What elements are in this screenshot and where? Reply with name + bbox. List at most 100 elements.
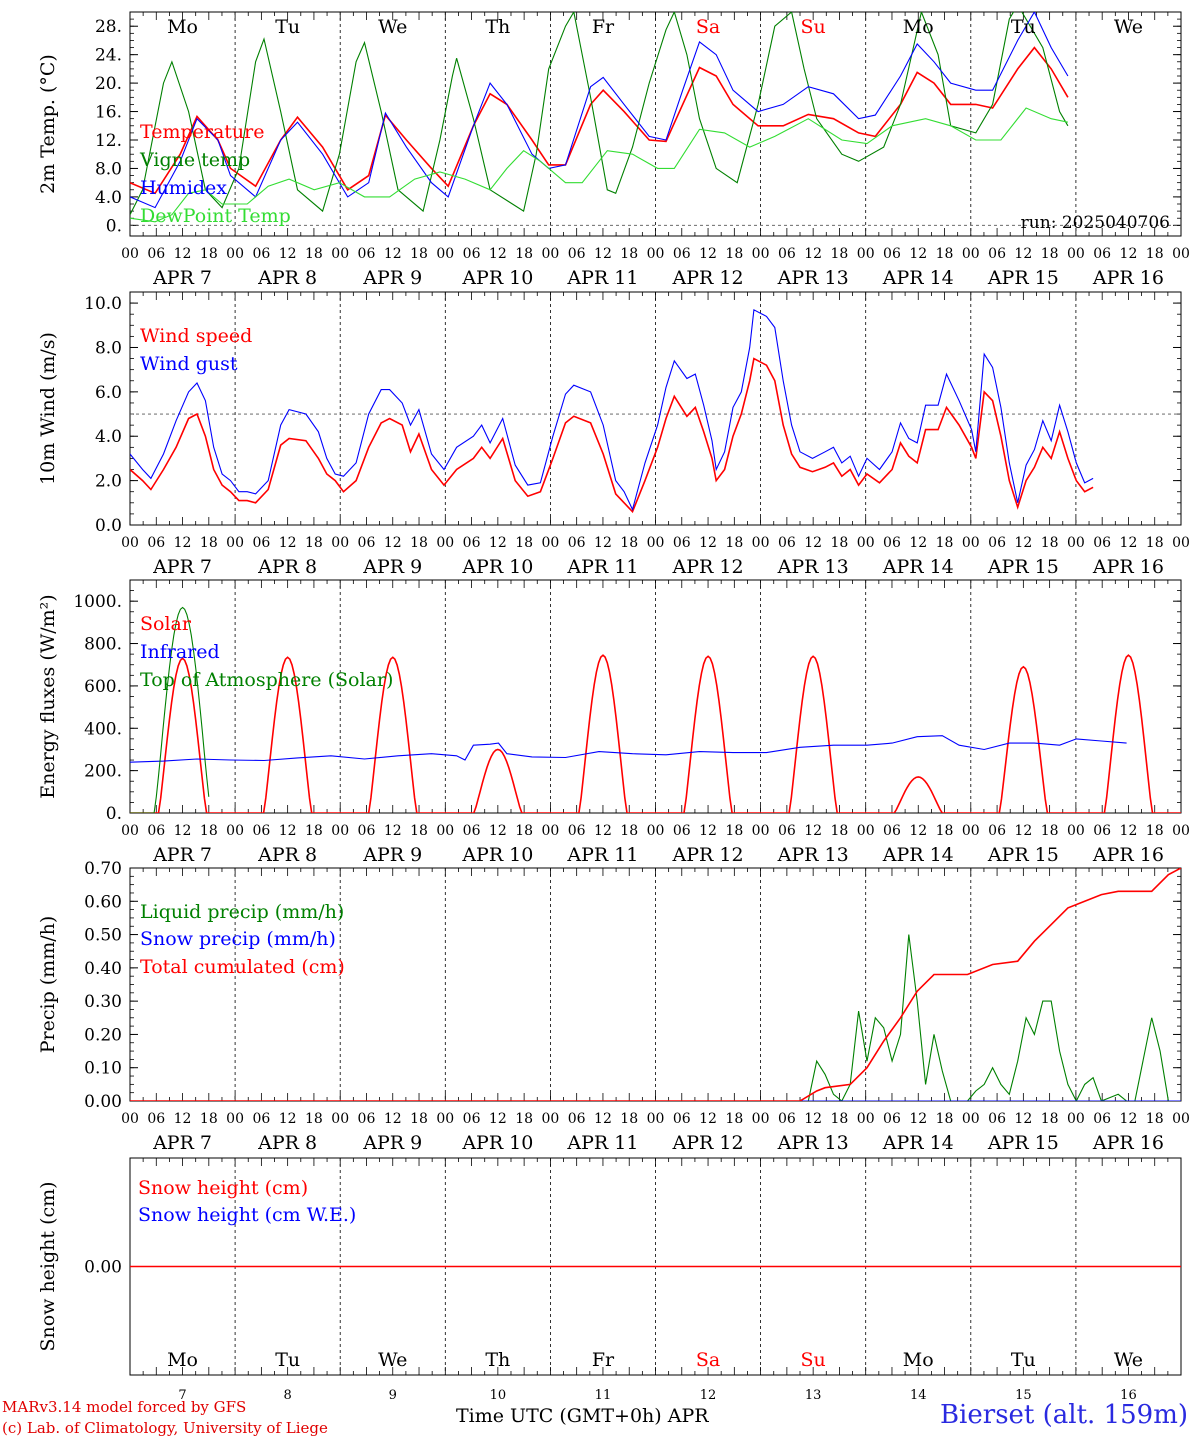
hour-tick-label: 06 bbox=[883, 535, 901, 551]
day-name: Tu bbox=[275, 1349, 300, 1371]
hour-tick-label: 12 bbox=[489, 535, 507, 551]
day-name: Fr bbox=[592, 16, 615, 38]
y-tick-label: 1000. bbox=[73, 592, 122, 612]
y-tick-label: 0.40 bbox=[84, 959, 122, 979]
hour-tick-label: 06 bbox=[673, 823, 691, 839]
hour-tick-label: 12 bbox=[279, 246, 297, 262]
hour-tick-label: 12 bbox=[594, 246, 612, 262]
hour-tick-label: 00 bbox=[1067, 246, 1085, 262]
hour-tick-label: 18 bbox=[305, 823, 323, 839]
hour-tick-label: 18 bbox=[200, 1111, 218, 1127]
y-tick-label: 16. bbox=[95, 103, 122, 123]
hour-tick-label: 18 bbox=[620, 823, 638, 839]
hour-tick-label: 12 bbox=[909, 1111, 927, 1127]
series-total-cumulated-cm- bbox=[130, 868, 1181, 1101]
hour-tick-label: 18 bbox=[1146, 535, 1164, 551]
series-vigne-temp bbox=[130, 12, 1069, 215]
hour-tick-label: 12 bbox=[699, 823, 717, 839]
hour-tick-label: 00 bbox=[121, 1111, 139, 1127]
hour-tick-label: 12 bbox=[699, 535, 717, 551]
panel-snow: 0.00 Snow height (cm) Snow height (cm) Snow… bbox=[37, 1157, 1182, 1403]
hour-tick-label: 12 bbox=[1120, 535, 1138, 551]
hour-tick-label: 06 bbox=[147, 535, 165, 551]
hour-tick-label: 00 bbox=[962, 535, 980, 551]
hour-tick-label: 18 bbox=[936, 246, 954, 262]
panel-wind: 0.0 2.0 4.0 6.0 8.0 10.0 10m Wind (m/s) Wind sp… bbox=[37, 291, 1190, 578]
hour-tick-label: 06 bbox=[568, 1111, 586, 1127]
hour-tick-label: 00 bbox=[226, 1111, 244, 1127]
day-number: 10 bbox=[490, 1388, 507, 1403]
hour-tick-label: 00 bbox=[647, 823, 665, 839]
hour-tick-label: 12 bbox=[279, 1111, 297, 1127]
legend-entry: Humidex bbox=[140, 177, 227, 199]
hour-tick-label: 18 bbox=[200, 246, 218, 262]
y-tick-label: 200. bbox=[84, 762, 122, 782]
hour-tick-label: 18 bbox=[1041, 246, 1059, 262]
date-label: APR 15 bbox=[987, 556, 1059, 578]
hour-tick-label: 06 bbox=[673, 1111, 691, 1127]
date-label: APR 11 bbox=[566, 267, 638, 289]
hour-tick-label: 18 bbox=[620, 246, 638, 262]
hour-tick-label: 12 bbox=[489, 246, 507, 262]
hour-tick-label: 00 bbox=[121, 535, 139, 551]
hour-tick-label: 12 bbox=[804, 246, 822, 262]
hour-tick-label: 06 bbox=[252, 246, 270, 262]
hour-tick-label: 12 bbox=[384, 1111, 402, 1127]
day-name: Mo bbox=[167, 1349, 198, 1371]
hour-tick-label: 18 bbox=[515, 1111, 533, 1127]
date-label: APR 9 bbox=[362, 844, 422, 866]
hour-tick-label: 06 bbox=[988, 1111, 1006, 1127]
hour-tick-label: 12 bbox=[699, 246, 717, 262]
y-axis-label: 2m Temp. (°C) bbox=[37, 54, 59, 194]
hour-tick-label: 12 bbox=[1120, 1111, 1138, 1127]
hour-tick-label: 18 bbox=[725, 246, 743, 262]
hour-tick-label: 00 bbox=[857, 1111, 875, 1127]
hour-tick-label: 18 bbox=[936, 823, 954, 839]
y-tick-label: 24. bbox=[95, 46, 122, 66]
hour-tick-label: 06 bbox=[568, 246, 586, 262]
y-tick-label: 0.00 bbox=[84, 1258, 122, 1278]
panel-energy: 0. 200. 400. 600. 800. 1000. Energy fluxes (W/… bbox=[37, 579, 1190, 866]
hour-tick-label: 06 bbox=[463, 246, 481, 262]
hour-tick-label: 00 bbox=[226, 535, 244, 551]
model-credit: MARv3.14 model forced by GFS bbox=[2, 1398, 247, 1416]
hour-tick-label: 00 bbox=[121, 823, 139, 839]
plot-frame bbox=[129, 11, 1182, 237]
hour-tick-label: 00 bbox=[752, 1111, 770, 1127]
hour-tick-label: 06 bbox=[883, 1111, 901, 1127]
y-tick-label: 800. bbox=[84, 635, 122, 655]
date-label: APR 12 bbox=[672, 267, 744, 289]
hour-tick-label: 18 bbox=[936, 1111, 954, 1127]
day-name: Tu bbox=[1011, 1349, 1036, 1371]
y-tick-label: 4.0 bbox=[95, 427, 122, 447]
date-label: APR 11 bbox=[566, 556, 638, 578]
day-number: 9 bbox=[389, 1388, 397, 1403]
hour-tick-label: 12 bbox=[909, 535, 927, 551]
date-label: APR 15 bbox=[987, 1132, 1059, 1154]
y-tick-label: 2.0 bbox=[95, 472, 122, 492]
hour-tick-label: 12 bbox=[174, 246, 192, 262]
hour-tick-label: 18 bbox=[305, 246, 323, 262]
day-name: We bbox=[1114, 16, 1143, 38]
y-tick-label: 0.70 bbox=[84, 859, 122, 879]
day-number: 14 bbox=[910, 1388, 927, 1403]
hour-tick-label: 18 bbox=[620, 535, 638, 551]
hour-tick-label: 06 bbox=[463, 823, 481, 839]
legend-entry: Wind speed bbox=[140, 325, 252, 347]
hour-tick-label: 18 bbox=[831, 823, 849, 839]
hour-tick-label: 18 bbox=[1041, 1111, 1059, 1127]
hour-tick-label: 06 bbox=[883, 823, 901, 839]
day-name: Su bbox=[801, 1349, 826, 1371]
hour-tick-label: 12 bbox=[1014, 1111, 1032, 1127]
date-label: APR 13 bbox=[777, 267, 849, 289]
hour-tick-label: 00 bbox=[647, 246, 665, 262]
day-name: Mo bbox=[903, 1349, 934, 1371]
day-name: Mo bbox=[167, 16, 198, 38]
hour-tick-label: 00 bbox=[436, 246, 454, 262]
date-label: APR 13 bbox=[777, 844, 849, 866]
hour-tick-label: 12 bbox=[594, 823, 612, 839]
legend-entry: Vigne temp bbox=[139, 149, 250, 171]
date-label: APR 15 bbox=[987, 267, 1059, 289]
day-name: Th bbox=[485, 1349, 510, 1371]
hour-tick-label: 00 bbox=[541, 823, 559, 839]
